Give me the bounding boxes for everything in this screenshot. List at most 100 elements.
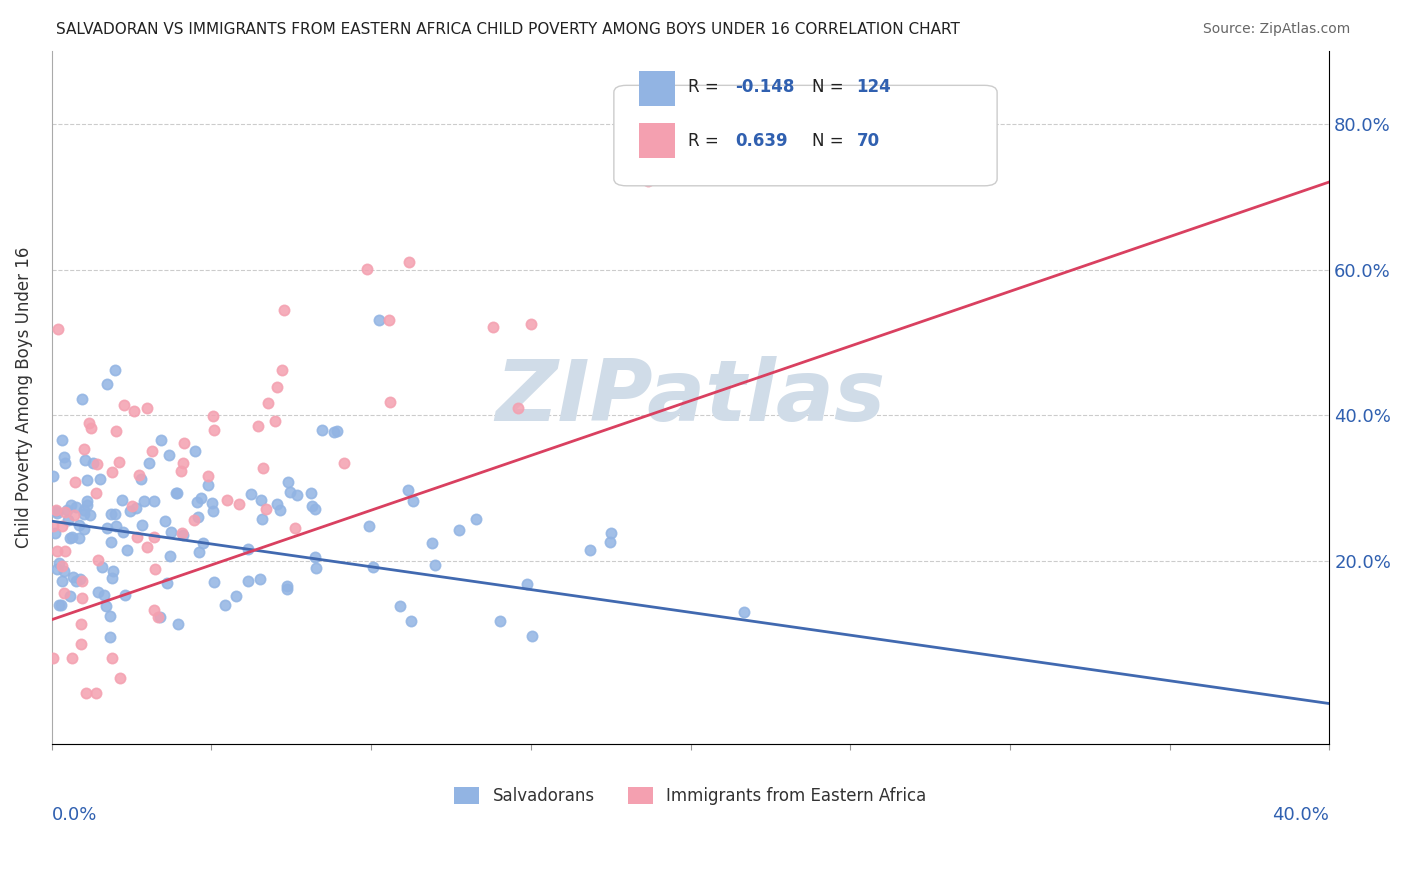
Point bbox=[301, 499, 323, 513]
Point bbox=[217, 492, 239, 507]
Point bbox=[149, 610, 172, 624]
Point bbox=[304, 502, 326, 516]
Point bbox=[80, 420, 103, 434]
Point bbox=[70, 637, 93, 651]
Point bbox=[246, 418, 269, 433]
Point bbox=[103, 363, 125, 377]
Point bbox=[100, 507, 122, 521]
Point bbox=[108, 455, 131, 469]
Point bbox=[45, 507, 67, 521]
Point bbox=[53, 586, 76, 600]
Point bbox=[79, 508, 101, 523]
Point bbox=[112, 398, 135, 412]
Point bbox=[70, 574, 93, 588]
Point bbox=[270, 363, 292, 377]
Point bbox=[41, 468, 63, 483]
Point bbox=[51, 433, 73, 447]
Point bbox=[93, 588, 115, 602]
Point bbox=[187, 545, 209, 559]
Point bbox=[201, 496, 224, 510]
Point bbox=[53, 450, 76, 464]
Point bbox=[59, 589, 82, 603]
Point bbox=[114, 588, 136, 602]
Point bbox=[254, 502, 277, 516]
Point bbox=[197, 477, 219, 491]
Point bbox=[263, 414, 285, 428]
Point bbox=[101, 651, 124, 665]
Point bbox=[84, 685, 107, 699]
Text: R =: R = bbox=[688, 132, 724, 150]
Point bbox=[402, 494, 425, 508]
Point bbox=[236, 542, 259, 557]
Point bbox=[60, 498, 83, 512]
Point bbox=[86, 458, 108, 472]
Text: 0.0%: 0.0% bbox=[52, 806, 97, 824]
Point bbox=[156, 575, 179, 590]
Bar bbox=[640, 123, 675, 158]
Point bbox=[143, 530, 166, 544]
Y-axis label: Child Poverty Among Boys Under 16: Child Poverty Among Boys Under 16 bbox=[15, 246, 32, 548]
Point bbox=[104, 507, 127, 521]
Point bbox=[184, 443, 207, 458]
Point bbox=[73, 442, 96, 456]
Point bbox=[98, 609, 121, 624]
Point bbox=[51, 574, 73, 588]
Point bbox=[202, 503, 225, 517]
Point bbox=[129, 472, 152, 486]
Point bbox=[250, 512, 273, 526]
Point bbox=[240, 487, 263, 501]
Point bbox=[73, 503, 96, 517]
Point bbox=[378, 395, 401, 409]
Point bbox=[98, 631, 121, 645]
Point bbox=[75, 685, 97, 699]
Point bbox=[76, 494, 98, 508]
Text: 124: 124 bbox=[856, 78, 891, 95]
Point bbox=[322, 425, 344, 440]
Point bbox=[121, 499, 143, 513]
Point bbox=[76, 498, 98, 512]
Point bbox=[153, 514, 176, 528]
Point bbox=[55, 502, 77, 516]
Point bbox=[89, 472, 111, 486]
Point bbox=[173, 435, 195, 450]
Point bbox=[41, 519, 63, 533]
Point bbox=[53, 544, 76, 558]
Point bbox=[125, 500, 148, 515]
Point bbox=[266, 497, 288, 511]
Point bbox=[124, 404, 146, 418]
Point bbox=[361, 559, 384, 574]
Point bbox=[108, 671, 131, 685]
Point bbox=[141, 444, 163, 458]
Point bbox=[197, 469, 219, 483]
Text: R =: R = bbox=[688, 78, 724, 95]
Point bbox=[53, 456, 76, 470]
Point bbox=[70, 392, 93, 406]
Point bbox=[51, 558, 73, 573]
Point bbox=[167, 616, 190, 631]
Point bbox=[59, 531, 82, 545]
Point bbox=[464, 512, 486, 526]
Point bbox=[73, 452, 96, 467]
Point bbox=[257, 395, 280, 409]
Point bbox=[488, 615, 510, 629]
Point bbox=[48, 598, 70, 612]
Point bbox=[172, 526, 194, 541]
Point bbox=[214, 598, 236, 612]
Point bbox=[46, 544, 69, 558]
Point bbox=[579, 542, 602, 557]
FancyBboxPatch shape bbox=[614, 86, 997, 186]
Point bbox=[76, 473, 98, 487]
Point bbox=[104, 519, 127, 533]
Point bbox=[284, 521, 307, 535]
Point bbox=[519, 317, 541, 331]
Point bbox=[228, 497, 250, 511]
Point bbox=[120, 504, 142, 518]
Point bbox=[87, 553, 110, 567]
Point bbox=[84, 485, 107, 500]
Point bbox=[481, 319, 503, 334]
Point bbox=[100, 535, 122, 549]
Point bbox=[157, 448, 180, 462]
Point bbox=[183, 513, 205, 527]
Point bbox=[127, 530, 149, 544]
Bar bbox=[640, 71, 675, 106]
